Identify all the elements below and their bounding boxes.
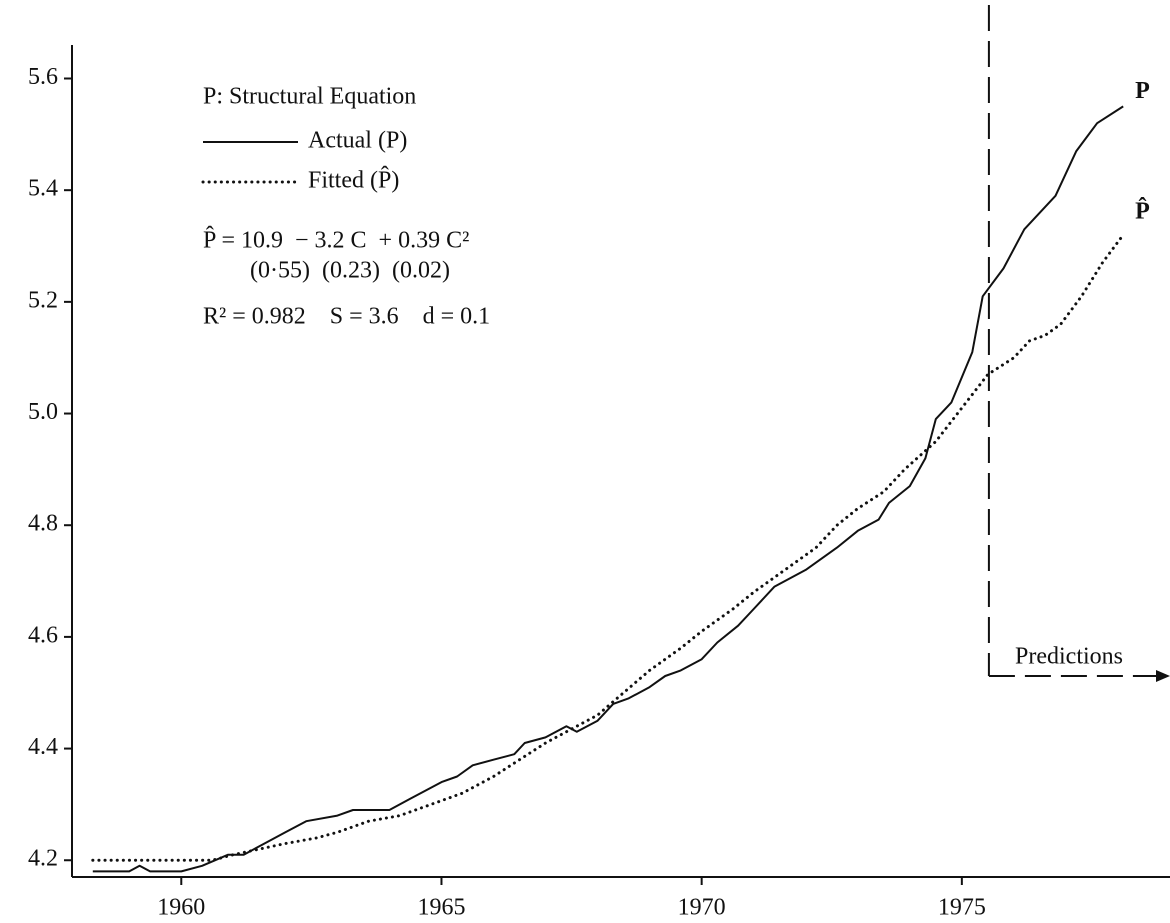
- equation: P̂ = 10.9 − 3.2 C + 0.39 C²: [203, 226, 469, 254]
- series-line: [92, 105, 1124, 873]
- series-end-label: P: [1135, 78, 1150, 104]
- series-end-label: P̂: [1135, 198, 1150, 225]
- series-line: [91, 233, 1125, 862]
- y-tick-label: 4.4: [28, 734, 58, 760]
- legend-label: Actual (P): [308, 128, 407, 154]
- x-tick-label: 1970: [678, 895, 726, 921]
- x-tick-label: 1960: [157, 895, 205, 921]
- y-tick-label: 5.4: [28, 176, 58, 202]
- x-tick-label: 1965: [417, 895, 465, 921]
- y-tick-label: 5.2: [28, 287, 58, 313]
- y-tick-label: 4.2: [28, 846, 58, 872]
- fit-statistics: R² = 0.982 S = 3.6 d = 0.1: [203, 304, 490, 330]
- y-tick-label: 5.0: [28, 399, 58, 425]
- legend-label: Fitted (P̂): [308, 166, 399, 194]
- chart-title: P: Structural Equation: [203, 84, 416, 110]
- y-tick-label: 4.8: [28, 511, 58, 537]
- x-tick-label: 1975: [938, 895, 986, 921]
- arrow-head: [1156, 670, 1170, 682]
- predictions-label: Predictions: [1015, 644, 1123, 670]
- standard-errors: (0·55) (0.23) (0.02): [250, 258, 450, 284]
- y-tick-label: 5.6: [28, 64, 58, 90]
- y-tick-label: 4.6: [28, 622, 58, 648]
